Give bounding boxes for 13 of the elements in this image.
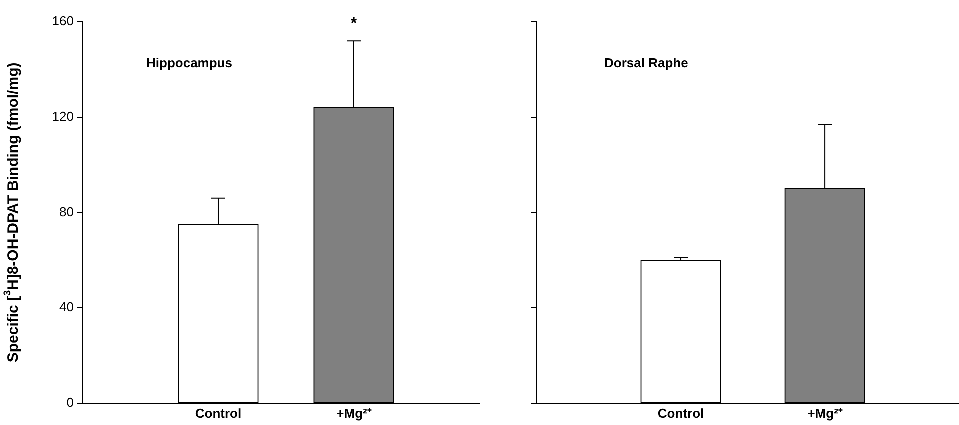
y-axis-title: Specific [3H]8-OH-DPAT Binding (fmol/mg) [2,62,22,363]
y-tick-label: 40 [60,300,74,315]
x-tick-label: Control [195,406,242,421]
y-tick-label: 120 [52,108,74,124]
text: Dorsal Raphe [604,56,688,71]
x-tick-label: +Mg²⁺ [808,406,844,421]
text: Hippocampus [146,56,232,71]
x-tick-label: Control [658,406,704,421]
y-tick-label: 80 [60,204,74,220]
x-tick-label: +Mg²⁺ [336,406,372,421]
annotation: * [350,15,358,32]
y-tick-label: 0 [66,394,74,410]
y-tick-label: 160 [52,14,74,29]
